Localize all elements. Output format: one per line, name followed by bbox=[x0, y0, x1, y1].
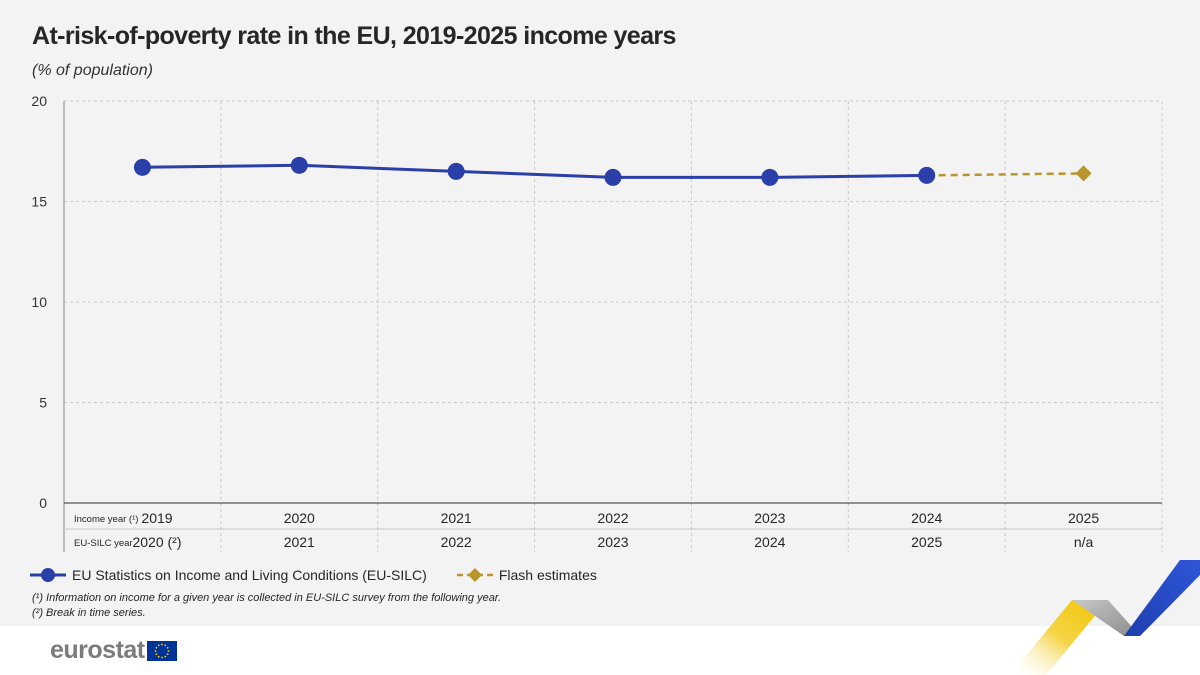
legend-item-flash[interactable]: Flash estimates bbox=[455, 565, 597, 585]
y-tick-label: 0 bbox=[39, 495, 47, 511]
y-tick-label: 5 bbox=[39, 395, 47, 411]
x-tick-label: 2025 bbox=[1068, 510, 1099, 526]
x-tick-label: 2021 bbox=[284, 534, 315, 550]
data-point-silc bbox=[290, 156, 308, 174]
series-line-silc bbox=[142, 163, 927, 179]
x-tick-label: 2024 bbox=[911, 510, 942, 526]
x-tick-label: 2022 bbox=[441, 534, 472, 550]
footer-band bbox=[0, 626, 1200, 675]
data-point-silc bbox=[761, 168, 779, 186]
axis-row-label: Income year (¹) bbox=[74, 514, 138, 525]
chart-title: At-risk-of-poverty rate in the EU, 2019-… bbox=[32, 22, 676, 50]
flag-star-icon bbox=[160, 643, 163, 645]
x-tick-label: 2024 bbox=[754, 534, 785, 550]
footnote-1: (¹) Information on income for a given ye… bbox=[32, 592, 502, 604]
chart-subtitle: (% of population) bbox=[32, 62, 153, 79]
flag-star-icon bbox=[155, 646, 157, 649]
x-tick-label: 2023 bbox=[754, 510, 785, 526]
logo-text: eurostat bbox=[50, 636, 145, 664]
legend-label-silc: EU Statistics on Income and Living Condi… bbox=[72, 567, 427, 583]
series-line-flash bbox=[926, 172, 1084, 177]
legend-item-silc[interactable]: EU Statistics on Income and Living Condi… bbox=[28, 565, 427, 585]
y-tick-label: 15 bbox=[31, 194, 47, 210]
flag-star-icon bbox=[154, 649, 157, 652]
x-tick-label: 2020 (²) bbox=[132, 534, 181, 550]
legend-label-flash: Flash estimates bbox=[498, 567, 597, 583]
x-tick-label: 2019 bbox=[141, 510, 172, 526]
flag-star-icon bbox=[166, 646, 169, 649]
x-tick-label: n/a bbox=[1074, 534, 1094, 550]
y-tick-label: 10 bbox=[31, 294, 47, 310]
flag-star-icon bbox=[155, 652, 157, 655]
chart-legend: EU Statistics on Income and Living Condi… bbox=[28, 563, 625, 587]
x-tick-label: 2022 bbox=[597, 510, 628, 526]
x-tick-label: 2023 bbox=[597, 534, 628, 550]
eu-flag-icon bbox=[146, 640, 177, 661]
legend-silc-marker-icon bbox=[30, 568, 66, 582]
flag-star-icon bbox=[163, 655, 166, 658]
y-tick-label: 20 bbox=[31, 93, 47, 109]
flag-star-icon bbox=[160, 656, 163, 658]
eurostat-logo[interactable]: eurostat bbox=[50, 636, 177, 665]
axis-row-label: EU-SILC year bbox=[74, 538, 133, 549]
footnote-2: (²) Break in time series. bbox=[32, 607, 146, 619]
data-point-silc bbox=[133, 158, 151, 176]
x-tick-label: 2025 bbox=[911, 534, 942, 550]
flag-star-icon bbox=[167, 649, 170, 652]
flag-star-icon bbox=[157, 643, 160, 646]
flag-star-icon bbox=[166, 652, 169, 655]
data-point-flash bbox=[1075, 165, 1092, 182]
line-chart: 0 5 10 15 20 Income year (¹) 2019 2020 2021 2022 2… bbox=[31, 93, 1163, 552]
data-point-silc bbox=[604, 168, 622, 186]
x-tick-label: 2020 bbox=[284, 510, 315, 526]
x-tick-label: 2021 bbox=[441, 510, 472, 526]
flag-star-icon bbox=[163, 643, 166, 646]
data-point-silc bbox=[918, 166, 936, 184]
legend-flash-marker-icon bbox=[456, 568, 493, 582]
data-point-silc bbox=[447, 162, 465, 180]
flag-star-icon bbox=[157, 655, 160, 658]
